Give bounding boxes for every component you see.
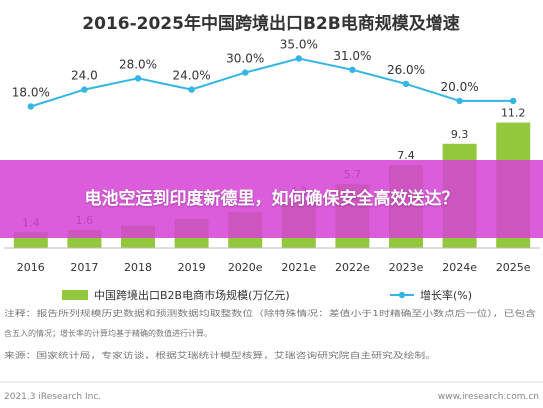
- x-tick-2024e: 2024e: [442, 261, 477, 274]
- bar-value-label-2024e: 9.3: [451, 128, 469, 141]
- growth-value-label-2019: 24.0%: [173, 69, 211, 83]
- x-tick-2025e: 2025e: [496, 261, 531, 274]
- growth-value-label-2017: 24.0: [71, 69, 98, 83]
- growth-value-label-2018: 28.0%: [119, 57, 157, 71]
- growth-point-2023e: [402, 80, 410, 88]
- headline-text: 电池空运到印度新德里，如何确保安全高效送达？: [84, 189, 459, 209]
- growth-point-2025e: [510, 97, 517, 105]
- growth-value-label-2016: 18.0%: [12, 86, 50, 100]
- growth-line: [30, 57, 514, 108]
- x-tick-2021e: 2021e: [281, 261, 316, 274]
- x-tick-2017: 2017: [70, 261, 98, 274]
- legend-line-marker: [398, 291, 406, 299]
- growth-value-label-2020e: 30.0%: [226, 52, 264, 66]
- growth-value-label-2021e: 35.0%: [280, 38, 318, 52]
- chart-notes: 注释：报告所列规模历史数据和预测数据均取整数位（除特殊情况：差值小于1时精确至小…: [4, 308, 536, 360]
- x-tick-2018: 2018: [124, 261, 152, 274]
- growth-point-2017: [81, 86, 88, 93]
- x-axis-tick-labels: 2016 2017 2018 2019 2020e 2021e 2022e 2023e 2024…: [17, 261, 531, 274]
- note-line-1: 注释：报告所列规模历史数据和预测数据均取整数位（除特殊情况：差值小于1时精确至小…: [4, 308, 536, 318]
- chart-title: 2016-2025年中国跨境出口B2B电商规模及增速: [82, 13, 459, 34]
- growth-point-2020e: [242, 69, 249, 76]
- headline-banner: 电池空运到印度新德里，如何确保安全高效送达？: [0, 160, 543, 238]
- growth-point-2019: [188, 86, 195, 93]
- legend-line-label: 增长率(%): [420, 288, 472, 302]
- growth-point-2024e: [456, 97, 463, 105]
- growth-value-label-2023e: 26.0%: [387, 63, 425, 77]
- footer-website: www.iresearch.com.cn: [438, 392, 539, 402]
- footer-copyright: 2021.3 iResearch Inc.: [4, 392, 101, 402]
- growth-point-2016: [27, 103, 34, 110]
- growth-point-2018: [134, 75, 142, 82]
- legend-bar-label: 中国跨境出口B2B电商市场规模(万亿元): [94, 288, 290, 302]
- growth-value-labels: 18.0% 24.0 28.0% 24.0% 30.0% 35.0% 31.0% 26.0% 2…: [12, 38, 479, 100]
- note-line-3: 来源：国家统计局，专家访谈，根据艾瑞统计模型核算，艾瑞咨询研究院自主研究及绘制。: [4, 350, 436, 360]
- growth-line-series: [27, 55, 517, 110]
- x-tick-2022e: 2022e: [335, 261, 370, 274]
- growth-value-label-2024e: 20.0%: [441, 80, 479, 94]
- growth-point-2022e: [349, 66, 356, 74]
- x-tick-2016: 2016: [17, 261, 45, 274]
- legend: 中国跨境出口B2B电商市场规模(万亿元) 增长率(%): [62, 288, 472, 302]
- bar-value-label-2025e: 11.2: [501, 107, 526, 120]
- bar-value-label-2023e: 7.4: [397, 149, 415, 162]
- note-line-2: 含五入的情况；增长率的计算均基于精确的数值进行计算。: [4, 328, 212, 338]
- x-tick-2023e: 2023e: [389, 261, 424, 274]
- growth-point-2021e: [295, 55, 302, 62]
- legend-bar-swatch: [62, 290, 88, 300]
- x-tick-2019: 2019: [178, 261, 206, 274]
- growth-value-label-2022e: 31.0%: [333, 49, 371, 63]
- x-tick-2020e: 2020e: [228, 261, 263, 274]
